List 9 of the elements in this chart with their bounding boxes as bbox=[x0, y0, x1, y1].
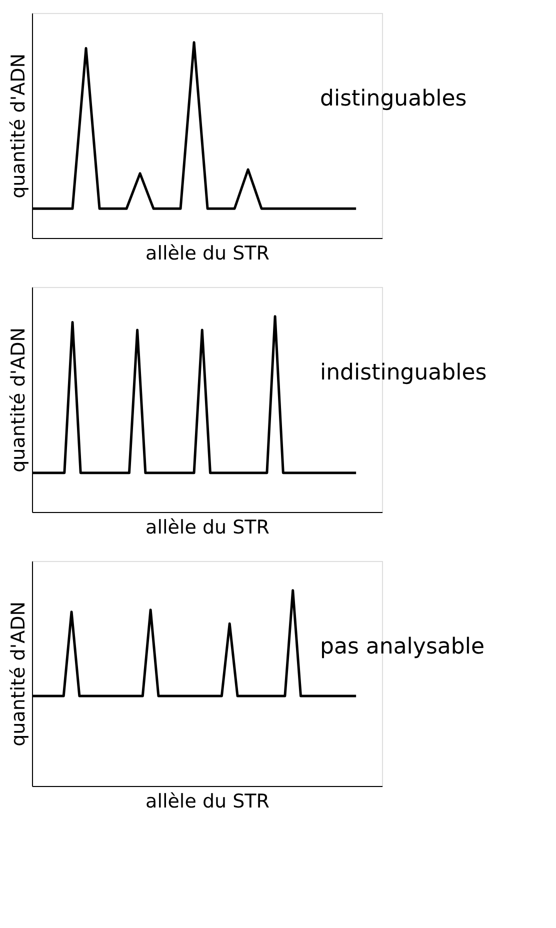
x-axis-title: allèle du STR bbox=[146, 790, 270, 812]
y-axis-title: quantité d'ADN bbox=[8, 602, 30, 746]
annotation: indistinguables bbox=[320, 360, 487, 386]
annotation: pas analysable bbox=[320, 634, 484, 660]
x-axis-title: allèle du STR bbox=[146, 242, 270, 264]
y-axis-title: quantité d'ADN bbox=[8, 54, 30, 198]
x-axis-title: allèle du STR bbox=[146, 516, 270, 538]
y-axis-title: quantité d'ADN bbox=[8, 328, 30, 472]
annotation: distinguables bbox=[320, 86, 467, 112]
